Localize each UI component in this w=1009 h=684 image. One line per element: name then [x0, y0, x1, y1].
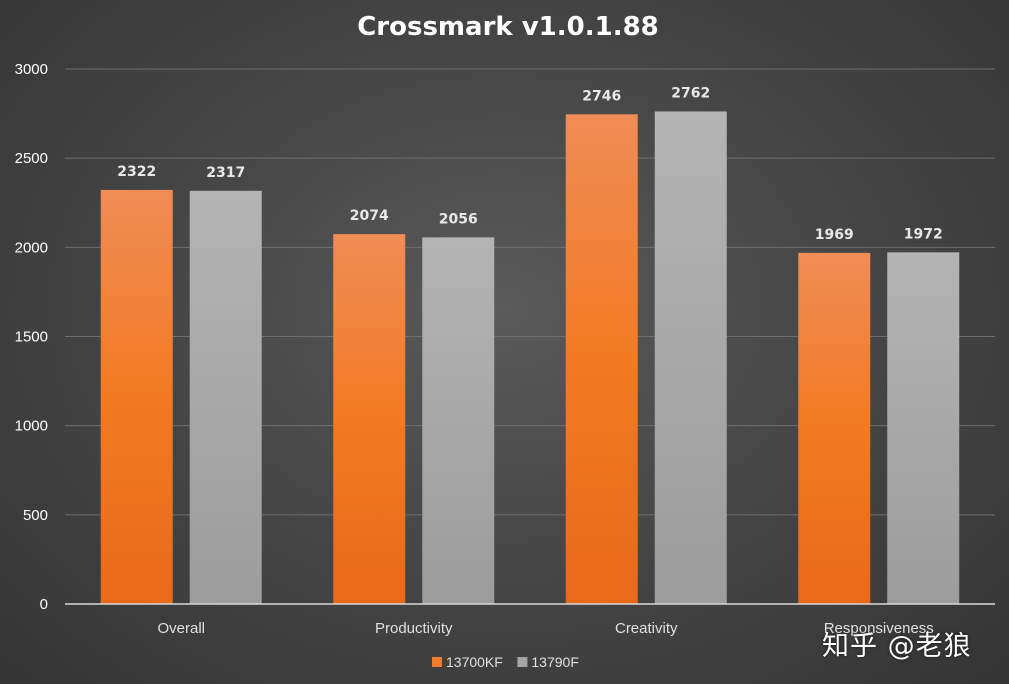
y-axis-ticks: 0 500 1000 1500 2000 2500 3000 [15, 61, 48, 613]
data-label: 1972 [904, 226, 943, 242]
y-tick-label: 500 [23, 507, 48, 524]
bar-productivity-13700kf [333, 234, 406, 605]
data-label: 2322 [117, 164, 156, 180]
bars [100, 111, 960, 605]
data-label: 2056 [439, 211, 478, 227]
bar-productivity-13790f [422, 237, 495, 604]
legend-label: 13700KF [446, 654, 503, 670]
legend: 13700KF 13790F [432, 654, 579, 670]
bar-creativity-13700kf [565, 114, 638, 605]
legend-swatch [517, 657, 528, 667]
bar-creativity-13790f [654, 111, 727, 605]
chart-title: Crossmark v1.0.1.88 [357, 12, 659, 42]
x-tick-label: Overall [157, 620, 205, 637]
y-tick-label: 1500 [15, 329, 48, 346]
data-label: 2762 [671, 85, 710, 101]
y-tick-label: 2000 [15, 239, 48, 256]
x-tick-label: Productivity [375, 620, 453, 637]
data-label: 2746 [582, 88, 621, 104]
data-label: 2074 [350, 208, 389, 224]
bar-responsiveness-13700kf [798, 252, 871, 604]
bar-overall-13700kf [100, 189, 173, 604]
x-tick-label: Responsiveness [824, 620, 934, 637]
data-labels: 2322 2317 2074 2056 2746 2762 1969 1972 [117, 85, 942, 242]
y-tick-label: 3000 [15, 61, 48, 78]
bar-overall-13790f [189, 190, 262, 604]
x-axis-ticks: Overall Productivity Creativity Responsiven… [157, 620, 933, 637]
legend-swatch [432, 657, 442, 667]
x-tick-label: Creativity [615, 620, 678, 637]
data-label: 1969 [815, 227, 854, 243]
legend-label: 13790F [531, 654, 578, 670]
bar-responsiveness-13790f [887, 252, 960, 604]
y-tick-label: 0 [40, 596, 48, 613]
data-label: 2317 [206, 165, 245, 181]
watermark: 知乎 @老狼 [822, 631, 972, 662]
y-tick-label: 2500 [15, 150, 48, 167]
y-tick-label: 1000 [15, 418, 48, 435]
